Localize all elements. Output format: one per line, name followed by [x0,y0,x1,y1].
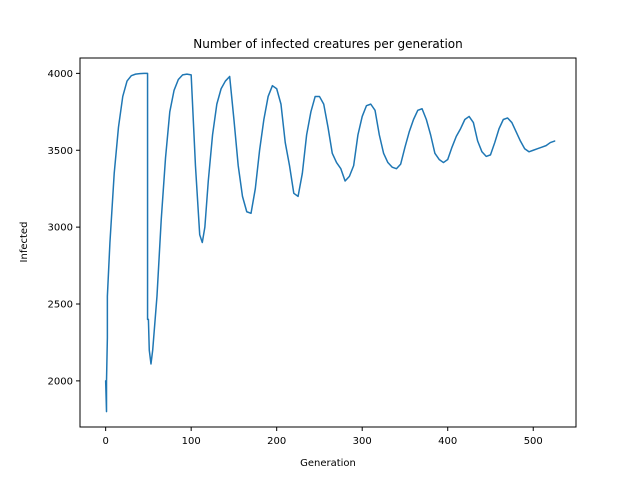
x-tick-label: 100 [182,436,201,447]
axes-frame [79,57,577,428]
y-tick-label: 2500 [48,300,73,311]
y-axis-label: Infected [19,222,30,263]
plot-area [104,72,556,413]
x-axis-label: Generation [300,458,356,469]
x-tick-label: 500 [524,436,543,447]
y-tick-label: 3500 [48,146,73,157]
x-tick-label: 0 [102,436,108,447]
chart-title: Number of infected creatures per generat… [193,37,463,51]
x-axis-ticks: 0 100 200 300 400 500 [102,427,543,447]
y-tick-label: 2000 [48,376,73,387]
y-axis-ticks: 2000 2500 3000 3500 4000 [48,69,80,387]
x-tick-label: 300 [353,436,372,447]
x-tick-label: 400 [438,436,457,447]
y-tick-label: 3000 [48,223,73,234]
y-tick-label: 4000 [48,69,73,80]
infected-series-line [104,72,556,413]
x-tick-label: 200 [267,436,286,447]
